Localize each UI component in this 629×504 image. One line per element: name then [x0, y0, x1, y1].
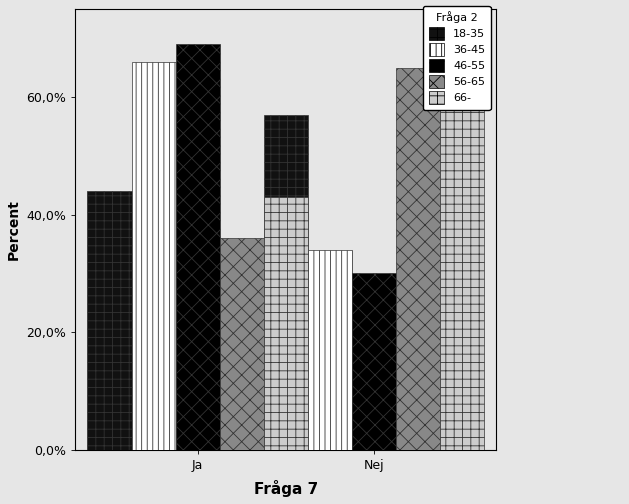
Bar — [308, 250, 352, 450]
Bar — [264, 197, 308, 450]
Bar — [87, 191, 131, 450]
Legend: 18-35, 36-45, 46-55, 56-65, 66-: 18-35, 36-45, 46-55, 56-65, 66- — [423, 6, 491, 110]
Bar — [175, 44, 220, 450]
Bar — [131, 62, 175, 450]
Bar — [396, 68, 440, 450]
Bar — [264, 115, 308, 450]
X-axis label: Fråga 7: Fråga 7 — [253, 480, 318, 497]
Bar — [352, 274, 396, 450]
Bar — [440, 109, 484, 450]
Y-axis label: Percent: Percent — [7, 199, 21, 260]
Bar — [220, 238, 264, 450]
